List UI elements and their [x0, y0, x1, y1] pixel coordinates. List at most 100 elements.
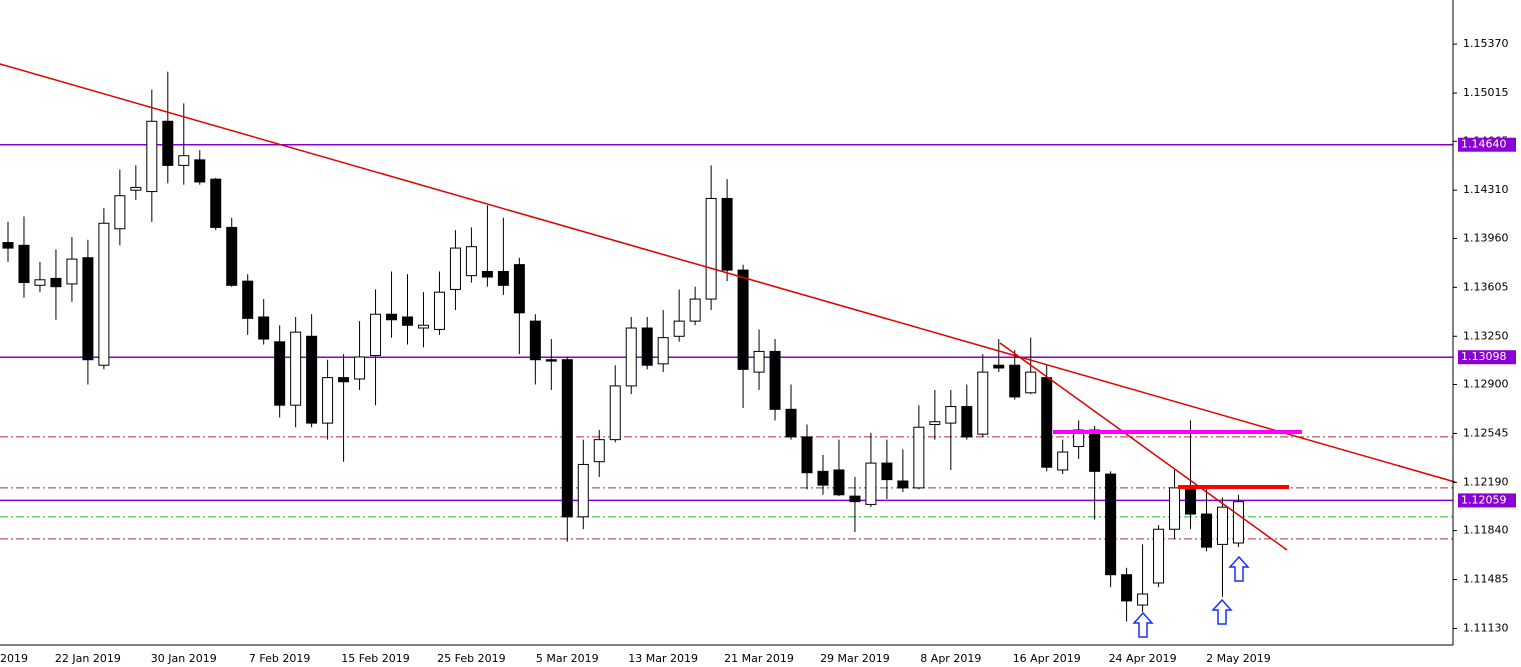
candle-body — [1121, 574, 1133, 602]
y-tick-label: 1.13605 — [1463, 280, 1509, 293]
candle-body — [897, 480, 909, 489]
candle-body — [913, 426, 925, 489]
y-tick-label: 1.12545 — [1463, 426, 1509, 439]
level-label: 1.13098 — [1461, 350, 1507, 363]
arrow-up — [1228, 555, 1250, 582]
candle-body — [945, 406, 957, 424]
candle-body — [689, 298, 701, 322]
candle-body — [210, 178, 222, 228]
candle-body — [34, 279, 46, 286]
candle-body — [529, 320, 541, 361]
candle-body — [1009, 364, 1021, 398]
x-tick-label: 25 Feb 2019 — [437, 652, 505, 665]
y-tick-label: 1.11130 — [1463, 621, 1509, 634]
candle-body — [641, 327, 653, 366]
candle-body — [306, 335, 318, 424]
candle-body — [849, 495, 861, 503]
candle-body — [98, 222, 110, 366]
candle-body — [801, 436, 813, 474]
candle-body — [1041, 377, 1053, 468]
candle-body — [753, 350, 765, 373]
candle-body — [162, 120, 174, 166]
x-tick-label: 8 Apr 2019 — [920, 652, 981, 665]
trend-line — [999, 342, 1288, 551]
levels — [0, 143, 1453, 540]
candle-body — [1105, 473, 1117, 576]
candle-body — [274, 341, 286, 406]
candle-body — [865, 462, 877, 505]
candle-body — [833, 469, 845, 496]
level-label-box — [1458, 350, 1516, 365]
x-tick-label: 5 Mar 2019 — [536, 652, 599, 665]
y-tick-label: 1.13960 — [1463, 231, 1509, 244]
candle-body — [146, 120, 158, 193]
drawings — [0, 63, 1456, 638]
candle-body — [82, 257, 94, 361]
candle-body — [657, 337, 669, 365]
y-tick-label: 1.14310 — [1463, 183, 1509, 196]
candle-body — [961, 406, 973, 438]
candle-body — [290, 331, 302, 406]
candle-body — [226, 226, 238, 286]
x-tick-label: 22 Jan 2019 — [55, 652, 121, 665]
candle-body — [433, 291, 445, 330]
level-label-box — [1458, 137, 1516, 152]
x-tick-label: 30 Jan 2019 — [151, 652, 217, 665]
candle-body — [66, 258, 78, 285]
candle-body — [737, 269, 749, 370]
candle-body — [497, 271, 509, 286]
candle-body — [449, 247, 461, 290]
candle-body — [881, 462, 893, 481]
x-tick-label: 7 Feb 2019 — [249, 652, 310, 665]
level-label: 1.14640 — [1461, 138, 1507, 151]
x-tick-label: 13 Mar 2019 — [628, 652, 698, 665]
candle-body — [1216, 506, 1228, 545]
candle-body — [370, 313, 382, 357]
candle-body — [258, 316, 270, 340]
candle-body — [1025, 371, 1037, 394]
candle-body — [386, 313, 398, 321]
x-tick-label: 21 Mar 2019 — [724, 652, 794, 665]
candles — [2, 71, 1244, 622]
candle-body — [1057, 451, 1069, 471]
y-tick-label: 1.15370 — [1463, 37, 1509, 50]
candle-body — [1201, 513, 1212, 548]
candle-body — [929, 421, 941, 425]
candle-body — [481, 271, 493, 278]
x-tick-label: 2019 — [0, 652, 28, 665]
candle-body — [817, 470, 829, 486]
candle-body — [1153, 528, 1165, 584]
candle-body — [625, 327, 637, 387]
candle-body — [577, 463, 589, 518]
candle-body — [561, 359, 573, 518]
y-tick-label: 1.13250 — [1463, 329, 1509, 342]
y-tick-label: 1.11840 — [1463, 524, 1509, 537]
candle-body — [18, 244, 30, 284]
y-tick-label: 1.12900 — [1463, 378, 1509, 391]
candle-body — [322, 377, 334, 424]
y-tick-label: 1.12190 — [1463, 475, 1509, 488]
x-tick-label: 16 Apr 2019 — [1013, 652, 1081, 665]
candle-body — [338, 377, 350, 383]
candle-body — [513, 264, 525, 314]
candle-body — [593, 439, 605, 463]
level-label-box — [1458, 493, 1516, 508]
candle-body — [1169, 487, 1181, 530]
candle-body — [1137, 593, 1149, 606]
level-label: 1.12059 — [1461, 493, 1507, 506]
candle-body — [1089, 429, 1101, 472]
candle-body — [402, 316, 413, 326]
candle-body — [977, 371, 989, 435]
candle-body — [705, 197, 717, 300]
x-tick-label: 2 May 2019 — [1206, 652, 1271, 665]
y-tick-label: 1.11485 — [1463, 573, 1509, 586]
candle-body — [785, 408, 797, 438]
candle-body — [417, 324, 429, 329]
candle-body — [673, 320, 685, 337]
candle-body — [721, 197, 733, 271]
candle-body — [545, 359, 557, 362]
x-tick-label: 15 Feb 2019 — [341, 652, 409, 665]
trend-line — [0, 63, 1456, 483]
